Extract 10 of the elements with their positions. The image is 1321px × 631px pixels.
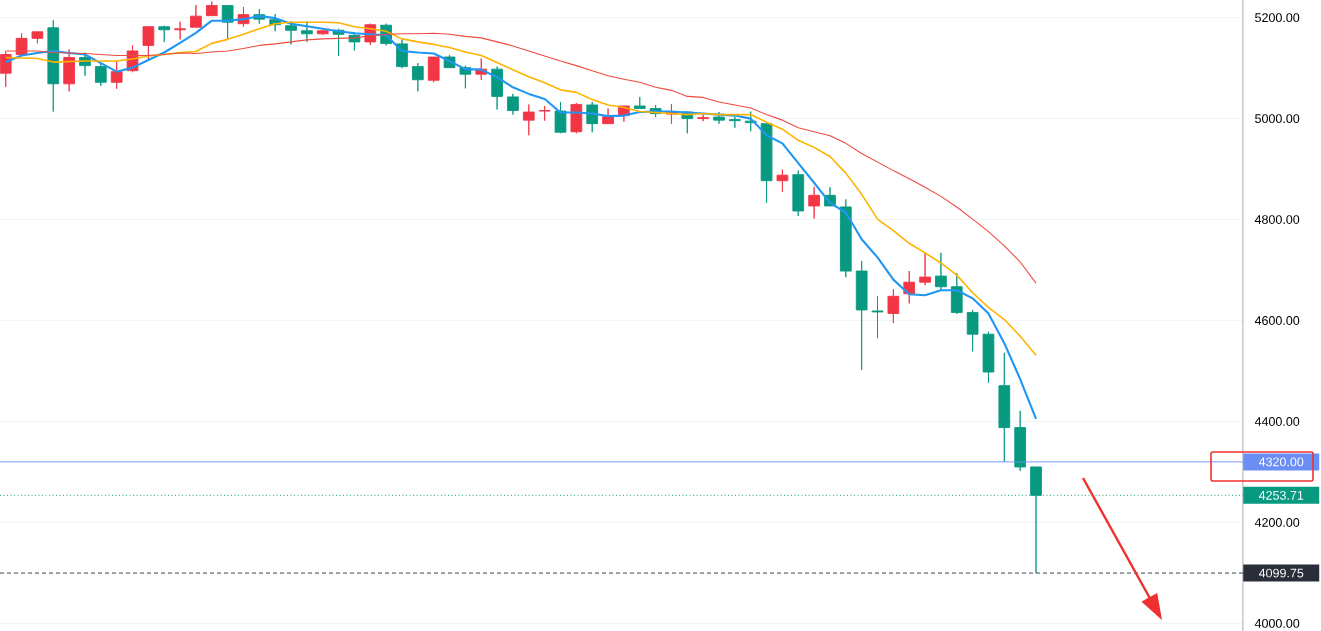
y-tick-label: 4600.00 <box>1254 316 1300 325</box>
y-tick-label: 4000.00 <box>1254 618 1300 628</box>
y-tick-label: 5000.00 <box>1255 114 1300 124</box>
ref-line-label: 4253.71 <box>1258 490 1304 500</box>
y-tick-label: 4200.00 <box>1254 518 1300 527</box>
y-tick-label: 4800.00 <box>1254 215 1300 224</box>
ref-line-label: 4099.75 <box>1258 568 1304 578</box>
y-tick-label: 4400.00 <box>1254 417 1300 426</box>
ref-line-label: 4320.00 <box>1258 457 1304 467</box>
y-tick-label: 5200.00 <box>1255 13 1300 23</box>
